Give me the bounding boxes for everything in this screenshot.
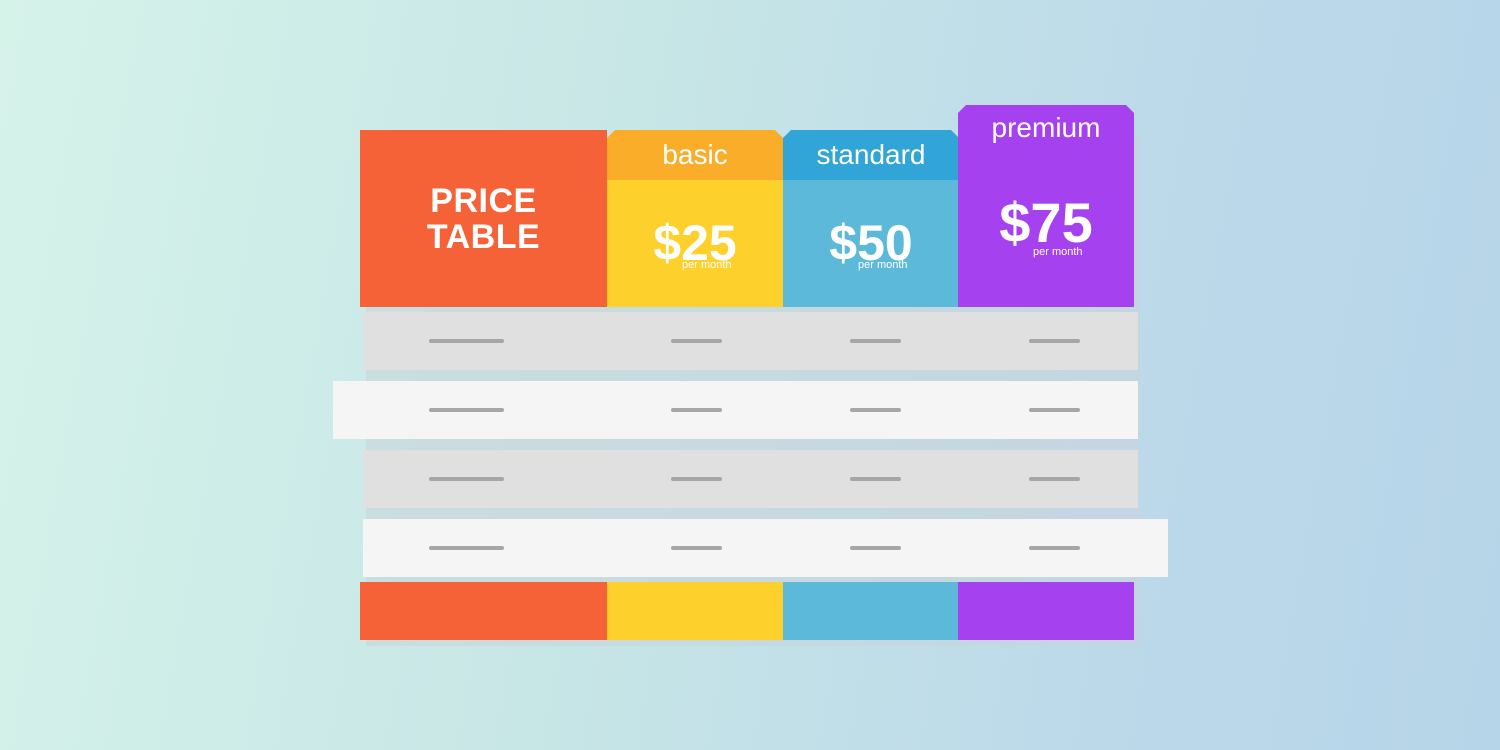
price-period-premium: per month: [1033, 246, 1083, 258]
title-line-2: TABLE: [426, 217, 541, 256]
footer-button-basic[interactable]: [607, 582, 783, 640]
row-placeholder-line: [1029, 546, 1080, 550]
row-placeholder-line: [671, 477, 722, 481]
row-placeholder-line: [429, 408, 504, 412]
row-placeholder-line: [429, 339, 504, 343]
footer-cell-title: [360, 582, 607, 640]
footer-button-standard[interactable]: [783, 582, 959, 640]
page-title: PRICE TABLE: [427, 183, 540, 255]
plan-price-standard[interactable]: $50 per month: [783, 180, 959, 307]
feature-row-3: [363, 450, 1138, 508]
row-placeholder-line: [671, 546, 722, 550]
row-placeholder-line: [850, 477, 901, 481]
feature-row-2: [333, 381, 1138, 439]
row-placeholder-line: [850, 408, 901, 412]
row-placeholder-line: [850, 339, 901, 343]
plan-name-standard: standard: [816, 139, 926, 170]
plan-price-premium[interactable]: $75 per month: [958, 148, 1134, 307]
row-placeholder-line: [429, 477, 504, 481]
row-placeholder-line: [850, 546, 901, 550]
row-placeholder-line: [671, 339, 722, 343]
row-placeholder-line: [671, 408, 722, 412]
price-amount-basic: $25: [653, 215, 737, 271]
price-period-standard: per month: [858, 259, 908, 271]
price-amount-premium: $75: [999, 191, 1093, 254]
row-placeholder-line: [1029, 477, 1080, 481]
feature-row-1: [363, 312, 1138, 370]
row-placeholder-line: [429, 546, 504, 550]
footer-button-premium[interactable]: [958, 582, 1134, 640]
plan-tab-standard[interactable]: standard: [783, 130, 959, 180]
row-placeholder-line: [1029, 408, 1080, 412]
plan-name-premium: premium: [991, 112, 1101, 143]
plan-column-premium[interactable]: [958, 105, 1134, 307]
price-table-title-cell: PRICE TABLE: [360, 130, 607, 307]
row-placeholder-line: [1029, 339, 1080, 343]
plan-tab-premium[interactable]: premium: [958, 108, 1134, 148]
title-line-1: PRICE: [430, 181, 537, 220]
plan-name-basic: basic: [662, 139, 728, 170]
price-period-basic: per month: [682, 259, 732, 271]
plan-tab-basic[interactable]: basic: [607, 130, 783, 180]
feature-row-4: [363, 519, 1168, 577]
plan-price-basic[interactable]: $25 per month: [607, 180, 783, 307]
price-amount-standard: $50: [829, 215, 913, 271]
